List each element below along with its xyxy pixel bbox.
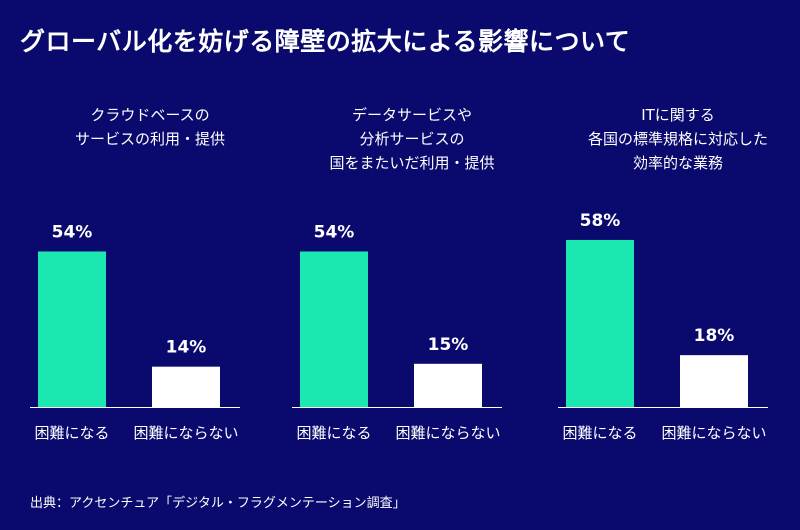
chart-panel-2: データサービスや 分析サービスの国をまたいだ利用・提供 54% 困難になる 15% 困難… <box>292 0 532 460</box>
data-label: 58% <box>580 211 621 231</box>
category-label: 困難になる <box>34 424 109 442</box>
category-label: 困難になる <box>562 424 637 442</box>
bar-chart: 54% 困難になる 15% 困難にならない <box>292 222 502 442</box>
bar <box>566 239 634 407</box>
panel-title-line: 効率的な業務 <box>632 154 723 172</box>
data-label: 54% <box>52 222 93 242</box>
panel-title: データサービスや 分析サービスの国をまたいだ利用・提供 <box>292 103 532 175</box>
bar <box>680 355 748 407</box>
chart-title: グローバル化を妨げる障壁の拡大による影響について <box>20 27 631 56</box>
panel-title-line: ITに関する <box>641 106 715 124</box>
panel-title: クラウドベースの サービスの利用・提供 <box>30 103 270 151</box>
panel-title-line: データサービスや <box>351 106 472 124</box>
category-label: 困難にならない <box>133 424 238 442</box>
bar-chart: 54% 困難になる 14% 困難にならない <box>30 222 240 442</box>
panel-title-line: 分析サービスの <box>359 130 465 148</box>
chart-panel-1: クラウドベースの サービスの利用・提供 54% 困難になる 14% 困難にならない <box>30 0 270 460</box>
bar <box>152 366 220 407</box>
bar <box>414 363 482 407</box>
panel-title-line: 国をまたいだ利用・提供 <box>329 154 495 172</box>
panel-title-line: 各国の標準規格に対応した <box>587 130 768 148</box>
panel-title-line: クラウドベースの <box>90 106 210 124</box>
data-label: 54% <box>314 222 355 242</box>
data-label: 14% <box>166 338 207 358</box>
bar <box>38 251 106 407</box>
category-label: 困難にならない <box>661 424 766 442</box>
source-note: 出典：アクセンチュア「デジタル・フラグメンテーション調査」 <box>30 496 406 511</box>
panel-title: ITに関する各国の標準規格に対応した 効率的な業務 <box>558 103 798 175</box>
panel-title-line: サービスの利用・提供 <box>74 130 225 148</box>
bar <box>300 251 368 407</box>
category-label: 困難になる <box>296 424 371 442</box>
data-label: 15% <box>428 335 469 355</box>
category-label: 困難にならない <box>395 424 500 442</box>
chart-panel-3: ITに関する各国の標準規格に対応した 効率的な業務 58% 困難になる 18% 困難にな… <box>558 0 798 460</box>
bar-chart: 58% 困難になる 18% 困難にならない <box>558 211 768 442</box>
data-label: 18% <box>694 326 735 346</box>
